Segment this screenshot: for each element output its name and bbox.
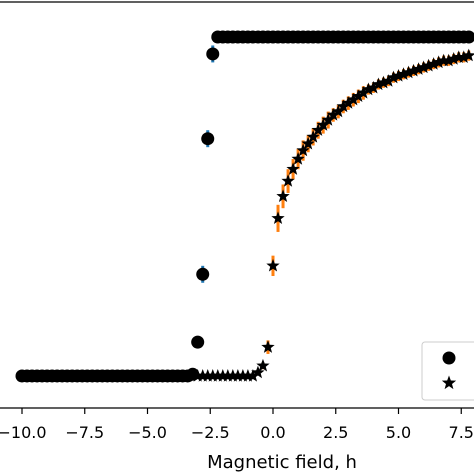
- star-point: [256, 358, 270, 372]
- star-point: [196, 369, 210, 382]
- star-point: [452, 50, 466, 63]
- star-point: [432, 55, 446, 69]
- star-point: [231, 369, 245, 382]
- x-axis-label: Magnetic field, h: [207, 452, 357, 473]
- star-point: [336, 99, 350, 113]
- x-tick-label: 5.0: [386, 423, 411, 442]
- star-point: [426, 57, 441, 70]
- legend-circle-marker: [442, 351, 456, 365]
- x-tick-label: −10.0: [0, 423, 47, 442]
- star-point: [396, 67, 411, 80]
- star-point: [301, 136, 315, 150]
- star-point: [251, 365, 265, 379]
- star-point: [306, 130, 320, 143]
- star-point: [291, 152, 305, 165]
- star-point: [221, 369, 235, 382]
- x-tick-label: −2.5: [191, 423, 230, 442]
- star-point: [311, 123, 325, 136]
- circle-point: [191, 335, 205, 349]
- star-point: [226, 369, 240, 382]
- star-point: [281, 174, 295, 187]
- star-point: [236, 369, 250, 382]
- legend: [421, 341, 474, 401]
- star-point: [437, 53, 451, 67]
- circle-point: [201, 132, 215, 146]
- star-point: [326, 107, 340, 121]
- x-tick-label: −5.0: [128, 423, 167, 442]
- x-tick-label: 7.5: [449, 423, 474, 442]
- star-point: [211, 369, 225, 382]
- star-point: [271, 211, 285, 225]
- star-point: [442, 53, 456, 67]
- star-point: [331, 104, 345, 118]
- error-bars: [201, 45, 471, 375]
- plot-area: −10.0 −7.5 −5.0 −2.5 0.0 2.5 5.0 7.5: [0, 1, 474, 442]
- star-point: [191, 369, 205, 382]
- circle-point: [196, 267, 210, 281]
- star-point: [241, 369, 255, 382]
- star-point: [261, 340, 275, 353]
- star-point: [401, 65, 416, 79]
- star-point: [447, 52, 461, 65]
- star-point: [366, 80, 381, 94]
- star-point: [361, 82, 376, 96]
- star-point: [341, 96, 355, 109]
- star-series: [191, 48, 474, 382]
- circle-point: [462, 30, 474, 44]
- star-point: [381, 74, 396, 87]
- legend-star-marker: [441, 375, 457, 390]
- star-point: [356, 85, 371, 99]
- star-point: [386, 70, 401, 84]
- star-point: [216, 369, 230, 382]
- star-point: [416, 60, 431, 74]
- star-point: [296, 143, 310, 157]
- star-point: [316, 118, 330, 131]
- star-point: [276, 189, 290, 202]
- star-point: [266, 258, 280, 272]
- star-point: [286, 162, 300, 175]
- star-point: [406, 63, 421, 77]
- star-point: [411, 62, 426, 75]
- star-point: [201, 369, 215, 382]
- star-point: [371, 77, 386, 91]
- circle-point: [206, 47, 220, 61]
- star-point: [376, 75, 391, 89]
- star-point: [346, 92, 360, 106]
- x-axis-ticks: −10.0 −7.5 −5.0 −2.5 0.0 2.5 5.0 7.5: [0, 408, 474, 442]
- star-point: [391, 68, 406, 82]
- star-point: [351, 89, 365, 102]
- x-tick-label: 2.5: [323, 423, 348, 442]
- star-point: [206, 369, 220, 382]
- star-point: [246, 369, 260, 382]
- star-point: [421, 58, 436, 72]
- legend-box: [421, 341, 474, 401]
- x-tick-label: 0.0: [260, 423, 285, 442]
- circle-series: [15, 30, 474, 383]
- star-point: [462, 48, 474, 62]
- x-tick-label: −7.5: [65, 423, 104, 442]
- star-point: [321, 113, 335, 126]
- star-point: [457, 50, 471, 63]
